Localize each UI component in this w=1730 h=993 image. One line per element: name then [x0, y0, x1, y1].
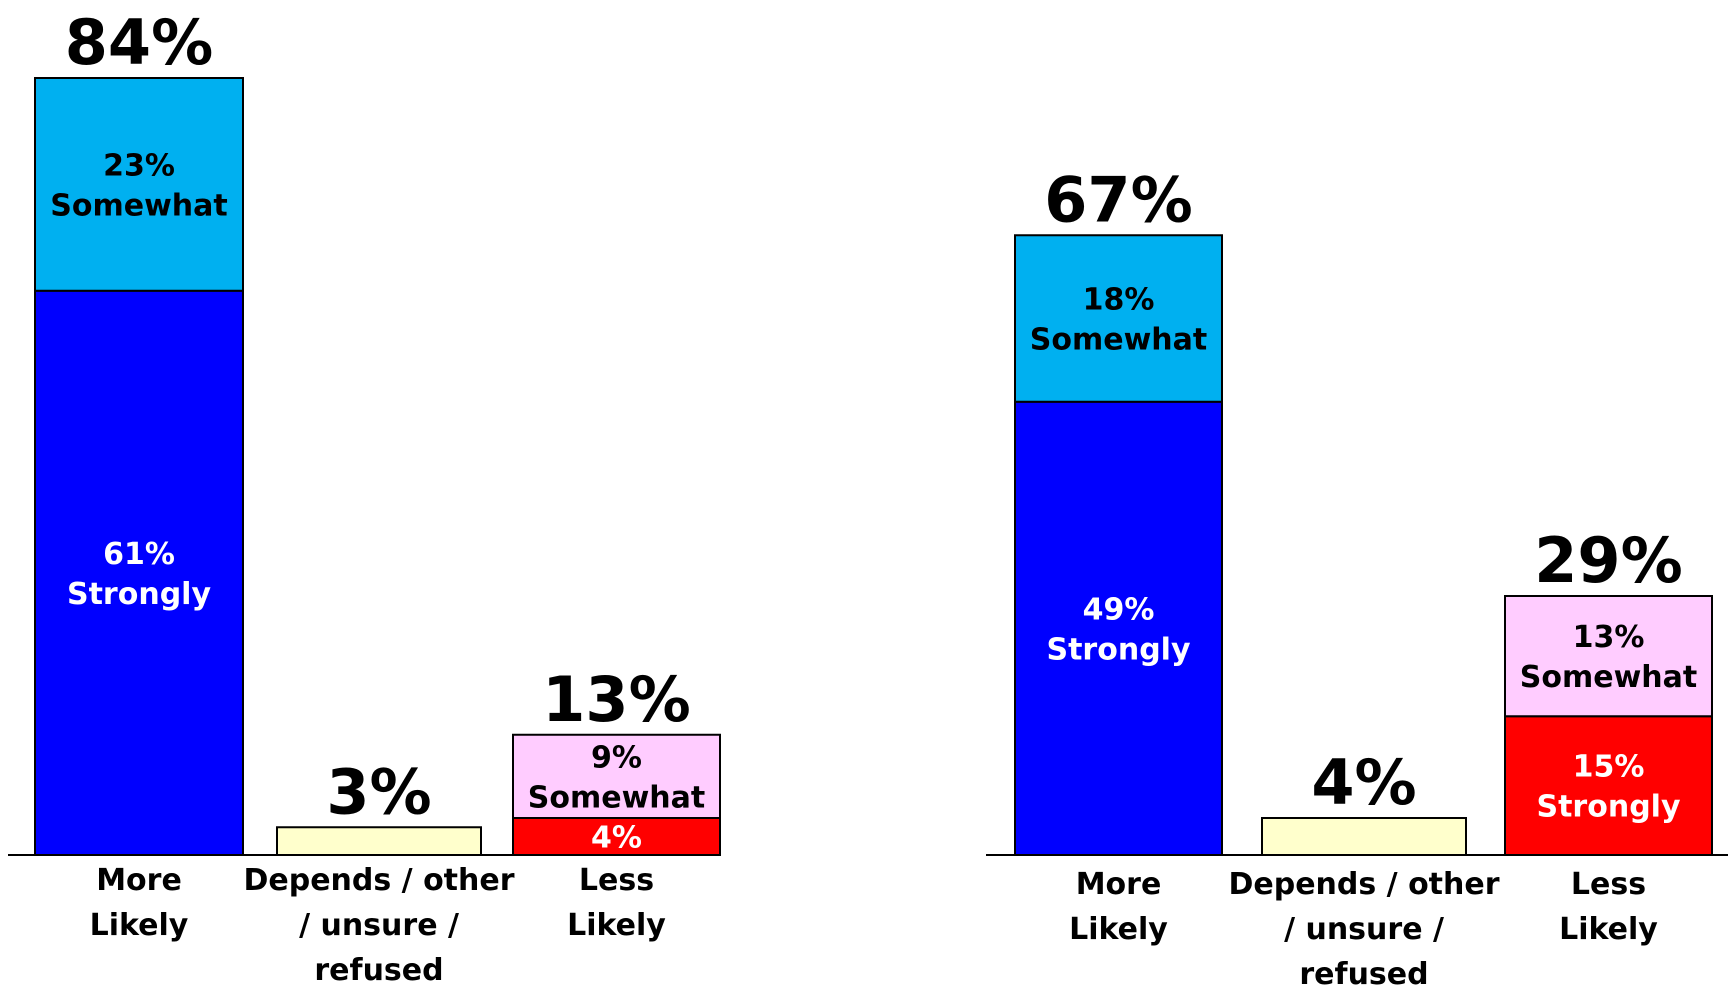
- segment-label-more-likely-somewhat: 18%: [1083, 283, 1155, 318]
- bar-depends-other-unsure-refused-segment-0: [276, 826, 482, 856]
- total-label-more-likely: 67%: [1044, 163, 1192, 236]
- total-label-more-likely: 84%: [65, 6, 213, 79]
- category-label-more-likely: More: [1076, 867, 1162, 902]
- total-label-depends-other-unsure-refused: 4%: [1311, 746, 1416, 819]
- category-label-depends-other-unsure-refused: refused: [1299, 957, 1428, 992]
- category-label-depends-other-unsure-refused: Depends / other: [243, 863, 514, 898]
- segment-label-more-likely-strongly: 49%: [1083, 592, 1155, 627]
- total-label-less-likely: 13%: [542, 663, 690, 736]
- bar-less-likely-strongly: [1504, 715, 1713, 856]
- segment-label-more-likely-somewhat: Somewhat: [50, 188, 227, 223]
- segment-label-more-likely-somewhat: 23%: [103, 148, 175, 183]
- segment-label-more-likely-somewhat: Somewhat: [1030, 323, 1207, 358]
- segment-label-less-likely-somewhat: 9%: [591, 740, 642, 775]
- category-label-less-likely: Less: [579, 863, 654, 898]
- bar-less-likely-segment-0: [512, 817, 721, 856]
- segment-label-less-likely-strongly: Strongly: [1536, 790, 1680, 825]
- total-label-depends-other-unsure-refused: 3%: [326, 755, 431, 828]
- segment-label-less-likely-somewhat: Somewhat: [528, 780, 705, 815]
- bar-more-likely-strongly: [34, 289, 244, 856]
- segment-label-more-likely-strongly: Strongly: [1046, 632, 1190, 667]
- segment-label-less-likely-segment-0: 4%: [591, 821, 642, 856]
- category-label-depends-other-unsure-refused: / unsure /: [1284, 912, 1444, 947]
- segment-label-less-likely-somewhat: Somewhat: [1520, 660, 1697, 695]
- bar-more-likely-strongly: [1014, 400, 1223, 856]
- segment-label-more-likely-strongly: 61%: [103, 537, 175, 572]
- total-label-less-likely: 29%: [1534, 524, 1682, 597]
- category-label-more-likely: Likely: [90, 908, 189, 943]
- category-label-less-likely: Less: [1571, 867, 1646, 902]
- bar-less-likely-somewhat: [1504, 595, 1713, 718]
- chart-panel-right: 49% Strongly 18% Somewhat 67% More Likely 4% Dep…: [986, 163, 1728, 992]
- category-label-more-likely: More: [96, 863, 182, 898]
- category-label-less-likely: Likely: [567, 908, 666, 943]
- category-label-depends-other-unsure-refused: / unsure /: [299, 908, 459, 943]
- segment-label-less-likely-strongly: 15%: [1573, 750, 1645, 785]
- category-label-depends-other-unsure-refused: Depends / other: [1228, 867, 1499, 902]
- bar-more-likely-somewhat: [34, 77, 244, 292]
- category-label-less-likely: Likely: [1559, 912, 1658, 947]
- chart-panel-left: 61% Strongly 23% Somewhat 84% More Likely 3% Dep…: [8, 6, 721, 988]
- segment-label-more-likely-strongly: Strongly: [67, 577, 211, 612]
- category-label-more-likely: Likely: [1069, 912, 1168, 947]
- segment-label-less-likely-somewhat: 13%: [1573, 620, 1645, 655]
- category-label-depends-other-unsure-refused: refused: [314, 953, 443, 988]
- bar-less-likely-somewhat: [512, 733, 721, 819]
- bar-more-likely-somewhat: [1014, 234, 1223, 403]
- bar-depends-other-unsure-refused-segment-0: [1261, 817, 1467, 856]
